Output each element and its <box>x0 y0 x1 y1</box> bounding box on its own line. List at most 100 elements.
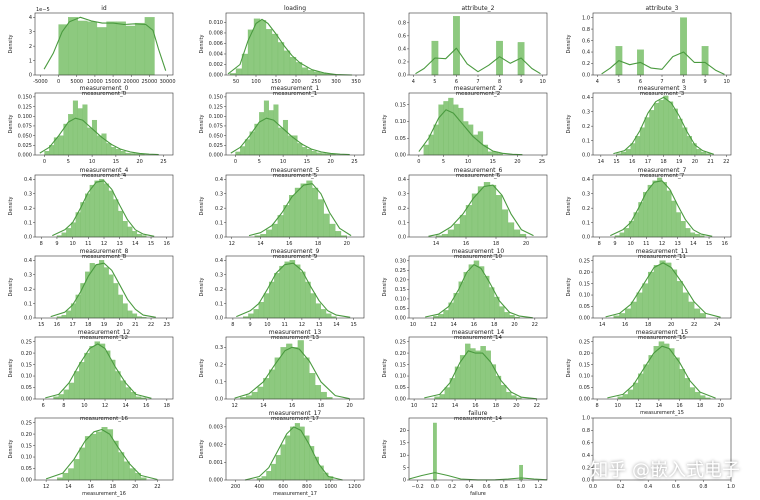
axes-frame <box>34 92 174 156</box>
y-tick-label: 0.4 <box>582 177 590 183</box>
x-tick-label: 0.4 <box>644 484 652 490</box>
x-axis-label: measurement_17 <box>273 491 317 497</box>
histogram-bar <box>136 233 142 238</box>
y-tick-label: 0.25 <box>21 339 32 345</box>
x-tick-label: 13 <box>316 322 322 328</box>
x-tick-label: 8 <box>682 79 685 85</box>
histogram-bar <box>473 260 480 319</box>
x-tick-label: 16 <box>289 403 295 409</box>
histogram-bar <box>89 184 95 238</box>
histogram-bar <box>266 470 272 481</box>
histogram-bar <box>636 292 643 319</box>
axes-frame <box>408 417 548 481</box>
subplot-8: 14 15 16 17 18 19 20 21 22 0.0 0.1 0.2 0.3 0.4 measure… <box>566 85 732 165</box>
x-tick-label: 0 <box>57 79 60 85</box>
x-tick-label: 10 <box>465 159 471 165</box>
subplot-4: 4 5 6 7 8 9 10 0.0 0.2 0.4 0.6 0.8 1.0 attribute_3 Den… <box>566 5 732 85</box>
x-tick-label: 22 <box>532 322 538 328</box>
histogram-bar <box>101 133 107 156</box>
histogram-bar <box>696 149 702 156</box>
subplot-title: measurement_10 <box>452 248 505 255</box>
histogram-bar <box>630 301 637 319</box>
histogram-bar <box>453 16 460 76</box>
x-tick-label: 12 <box>101 241 107 247</box>
subplot-title: id <box>101 5 107 12</box>
histogram-bar <box>306 149 312 156</box>
histogram-bar <box>701 151 707 156</box>
y-tick-label: 0.25 <box>21 420 32 426</box>
x-axis-label: measurement_15 <box>640 410 684 416</box>
y-axis-label: Density <box>566 358 572 377</box>
y-axis-label: Density <box>8 196 14 215</box>
y-tick-label: 0.0 <box>24 235 32 241</box>
kde-line <box>50 262 156 318</box>
x-tick-label: 10 <box>615 403 621 409</box>
histogram-bar <box>323 213 330 238</box>
overlapping-xlabel: measurement_17 <box>271 416 320 422</box>
histogram-bar <box>647 184 653 238</box>
x-tick-label: 100 <box>251 79 261 85</box>
histogram-bar <box>283 205 290 238</box>
x-tick-label: −0.2 <box>412 484 424 490</box>
kde-line <box>610 180 713 237</box>
subplot-14: 8 9 10 11 12 13 14 15 0.0 0.1 0.2 0.3 0.4 measurement… <box>199 248 365 328</box>
subplot-title: measurement_9 <box>271 248 320 255</box>
y-tick-label: 0.3 <box>24 191 32 197</box>
x-tick-label: 1000 <box>324 484 337 490</box>
histogram-bar <box>316 152 322 156</box>
x-tick-label: 5 <box>67 159 70 165</box>
histogram-bar <box>463 272 470 319</box>
y-tick-label: 0.6 <box>398 34 406 40</box>
histogram-bar <box>458 107 464 156</box>
histogram-bar <box>117 210 123 238</box>
subplot-15: 10 12 14 16 18 20 22 0.00 0.05 0.10 0.15 0.20 0.25 0.… <box>382 248 548 328</box>
x-tick-label: 16 <box>622 322 628 328</box>
y-tick-label: 0.150 <box>209 95 223 101</box>
kde-line <box>424 350 537 400</box>
x-tick-label: 600 <box>278 484 288 490</box>
overlapping-xlabel: measurement_15 <box>638 335 687 341</box>
histogram-bar <box>638 373 644 400</box>
histogram-bar <box>253 309 259 319</box>
y-tick-label: 15 <box>400 441 406 447</box>
x-tick-label: 14 <box>656 403 662 409</box>
axes-frame <box>592 417 732 481</box>
histogram-bar <box>135 22 146 76</box>
histogram-bar <box>79 362 85 400</box>
y-axis-label: Density <box>8 34 14 53</box>
histogram-bar <box>671 200 677 238</box>
x-tick-label: 0.4 <box>465 484 473 490</box>
histogram-bar <box>282 119 289 156</box>
histogram-bar <box>675 212 681 238</box>
x-tick-label: 10 <box>540 79 546 85</box>
x-tick-label: 20 <box>513 403 519 409</box>
x-tick-label: 15 <box>38 322 44 328</box>
histogram-bar <box>72 100 78 156</box>
x-tick-label: 15 <box>350 322 356 328</box>
histogram-bar <box>132 313 138 319</box>
histogram-bar <box>654 102 660 156</box>
histogram-bar <box>295 62 303 76</box>
subplot-title: measurement_7 <box>638 167 687 174</box>
histogram-bar <box>261 476 267 481</box>
subplot-11: 14 16 18 20 0.0 0.1 0.2 0.3 0.4 measurement_6 Dens… <box>382 167 548 247</box>
x-tick-label: 300 <box>331 79 341 85</box>
subplot-title: measurement_6 <box>454 167 503 174</box>
y-tick-label: 0.25 <box>395 339 406 345</box>
histogram-bar <box>44 150 50 156</box>
kde-line <box>408 472 548 481</box>
x-tick-label: 16 <box>629 159 635 165</box>
y-tick-label: 0.4 <box>215 177 223 183</box>
histogram-bar <box>644 117 650 156</box>
histogram-bar <box>66 310 72 319</box>
histogram-bar <box>310 293 316 319</box>
histogram-bar <box>79 447 86 481</box>
x-tick-label: 18 <box>645 322 651 328</box>
x-tick-label: 6 <box>639 79 642 85</box>
subplot-title: measurement_2 <box>454 85 503 92</box>
y-tick-label: 2 <box>29 44 32 50</box>
x-tick-label: 5 <box>617 79 620 85</box>
histogram-bar <box>470 348 476 400</box>
y-tick-label: 0.0 <box>215 397 223 403</box>
histogram-bar <box>313 71 321 76</box>
